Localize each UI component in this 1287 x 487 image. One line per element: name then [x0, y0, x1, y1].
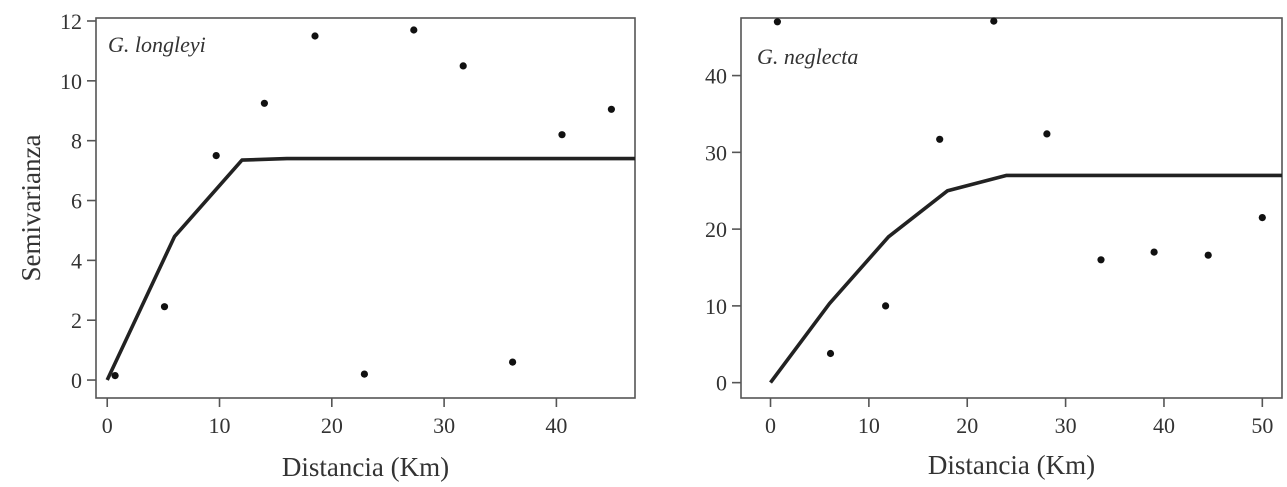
x-tick-label: 10	[209, 413, 231, 438]
x-tick-label: 0	[102, 413, 113, 438]
y-tick-label: 20	[705, 217, 727, 242]
panel-g-neglecta: G. neglecta Distancia (Km) 0 10 20 30 40 50 0 1…	[705, 17, 1283, 480]
data-points	[111, 26, 616, 380]
data-point	[260, 99, 268, 107]
axis-ticks: 0 10 20 30 40 0 2 4 6 8 10 12	[60, 9, 567, 438]
y-tick-label: 12	[60, 9, 82, 34]
data-point	[1097, 256, 1105, 264]
data-point	[607, 105, 616, 113]
data-point	[410, 26, 418, 34]
y-tick-label: 0	[716, 371, 727, 396]
x-tick-label: 10	[858, 413, 880, 438]
y-tick-label: 0	[71, 368, 82, 393]
data-point	[160, 303, 169, 311]
panel-g-longleyi: G. longleyi Distancia (Km) Semivarianza …	[16, 9, 636, 482]
panel-title: G. longleyi	[108, 32, 206, 57]
axis-ticks: 0 10 20 30 40 50 0 10 20 30 40	[705, 64, 1273, 438]
data-point	[508, 358, 517, 366]
data-point	[826, 349, 835, 358]
x-axis-label: Distancia (Km)	[282, 452, 449, 482]
x-tick-label: 40	[545, 413, 567, 438]
data-point	[212, 152, 220, 160]
x-tick-label: 50	[1251, 413, 1273, 438]
data-point	[311, 32, 319, 40]
data-point	[360, 370, 368, 378]
y-tick-label: 40	[705, 64, 727, 89]
x-axis-label: Distancia (Km)	[928, 450, 1095, 480]
y-tick-label: 4	[71, 248, 82, 273]
fitted-semivariogram-line	[105, 156, 635, 381]
data-point	[936, 135, 944, 143]
x-tick-label: 20	[321, 413, 343, 438]
data-points	[773, 17, 1266, 358]
data-point	[558, 131, 566, 139]
x-tick-label: 30	[433, 413, 455, 438]
panel-title: G. neglecta	[757, 44, 858, 69]
data-point	[773, 18, 782, 26]
y-tick-label: 10	[60, 69, 82, 94]
data-point	[459, 62, 467, 70]
fitted-semivariogram-line	[769, 173, 1282, 384]
data-point	[1043, 130, 1051, 138]
x-tick-label: 20	[956, 413, 978, 438]
plot-frame	[95, 17, 636, 399]
y-tick-label: 6	[71, 189, 82, 214]
y-axis-label: Semivarianza	[16, 135, 46, 282]
y-tick-label: 10	[705, 294, 727, 319]
data-point	[1204, 251, 1212, 259]
data-point	[882, 302, 890, 310]
data-point	[111, 372, 119, 380]
x-tick-label: 40	[1153, 413, 1175, 438]
y-tick-label: 2	[71, 308, 82, 333]
data-point	[1258, 214, 1266, 222]
data-point	[990, 17, 998, 25]
plot-frame	[740, 17, 1283, 399]
x-tick-label: 30	[1055, 413, 1077, 438]
data-point	[1150, 248, 1158, 256]
x-tick-label: 0	[765, 413, 776, 438]
y-tick-label: 30	[705, 140, 727, 165]
y-tick-label: 8	[71, 129, 82, 154]
